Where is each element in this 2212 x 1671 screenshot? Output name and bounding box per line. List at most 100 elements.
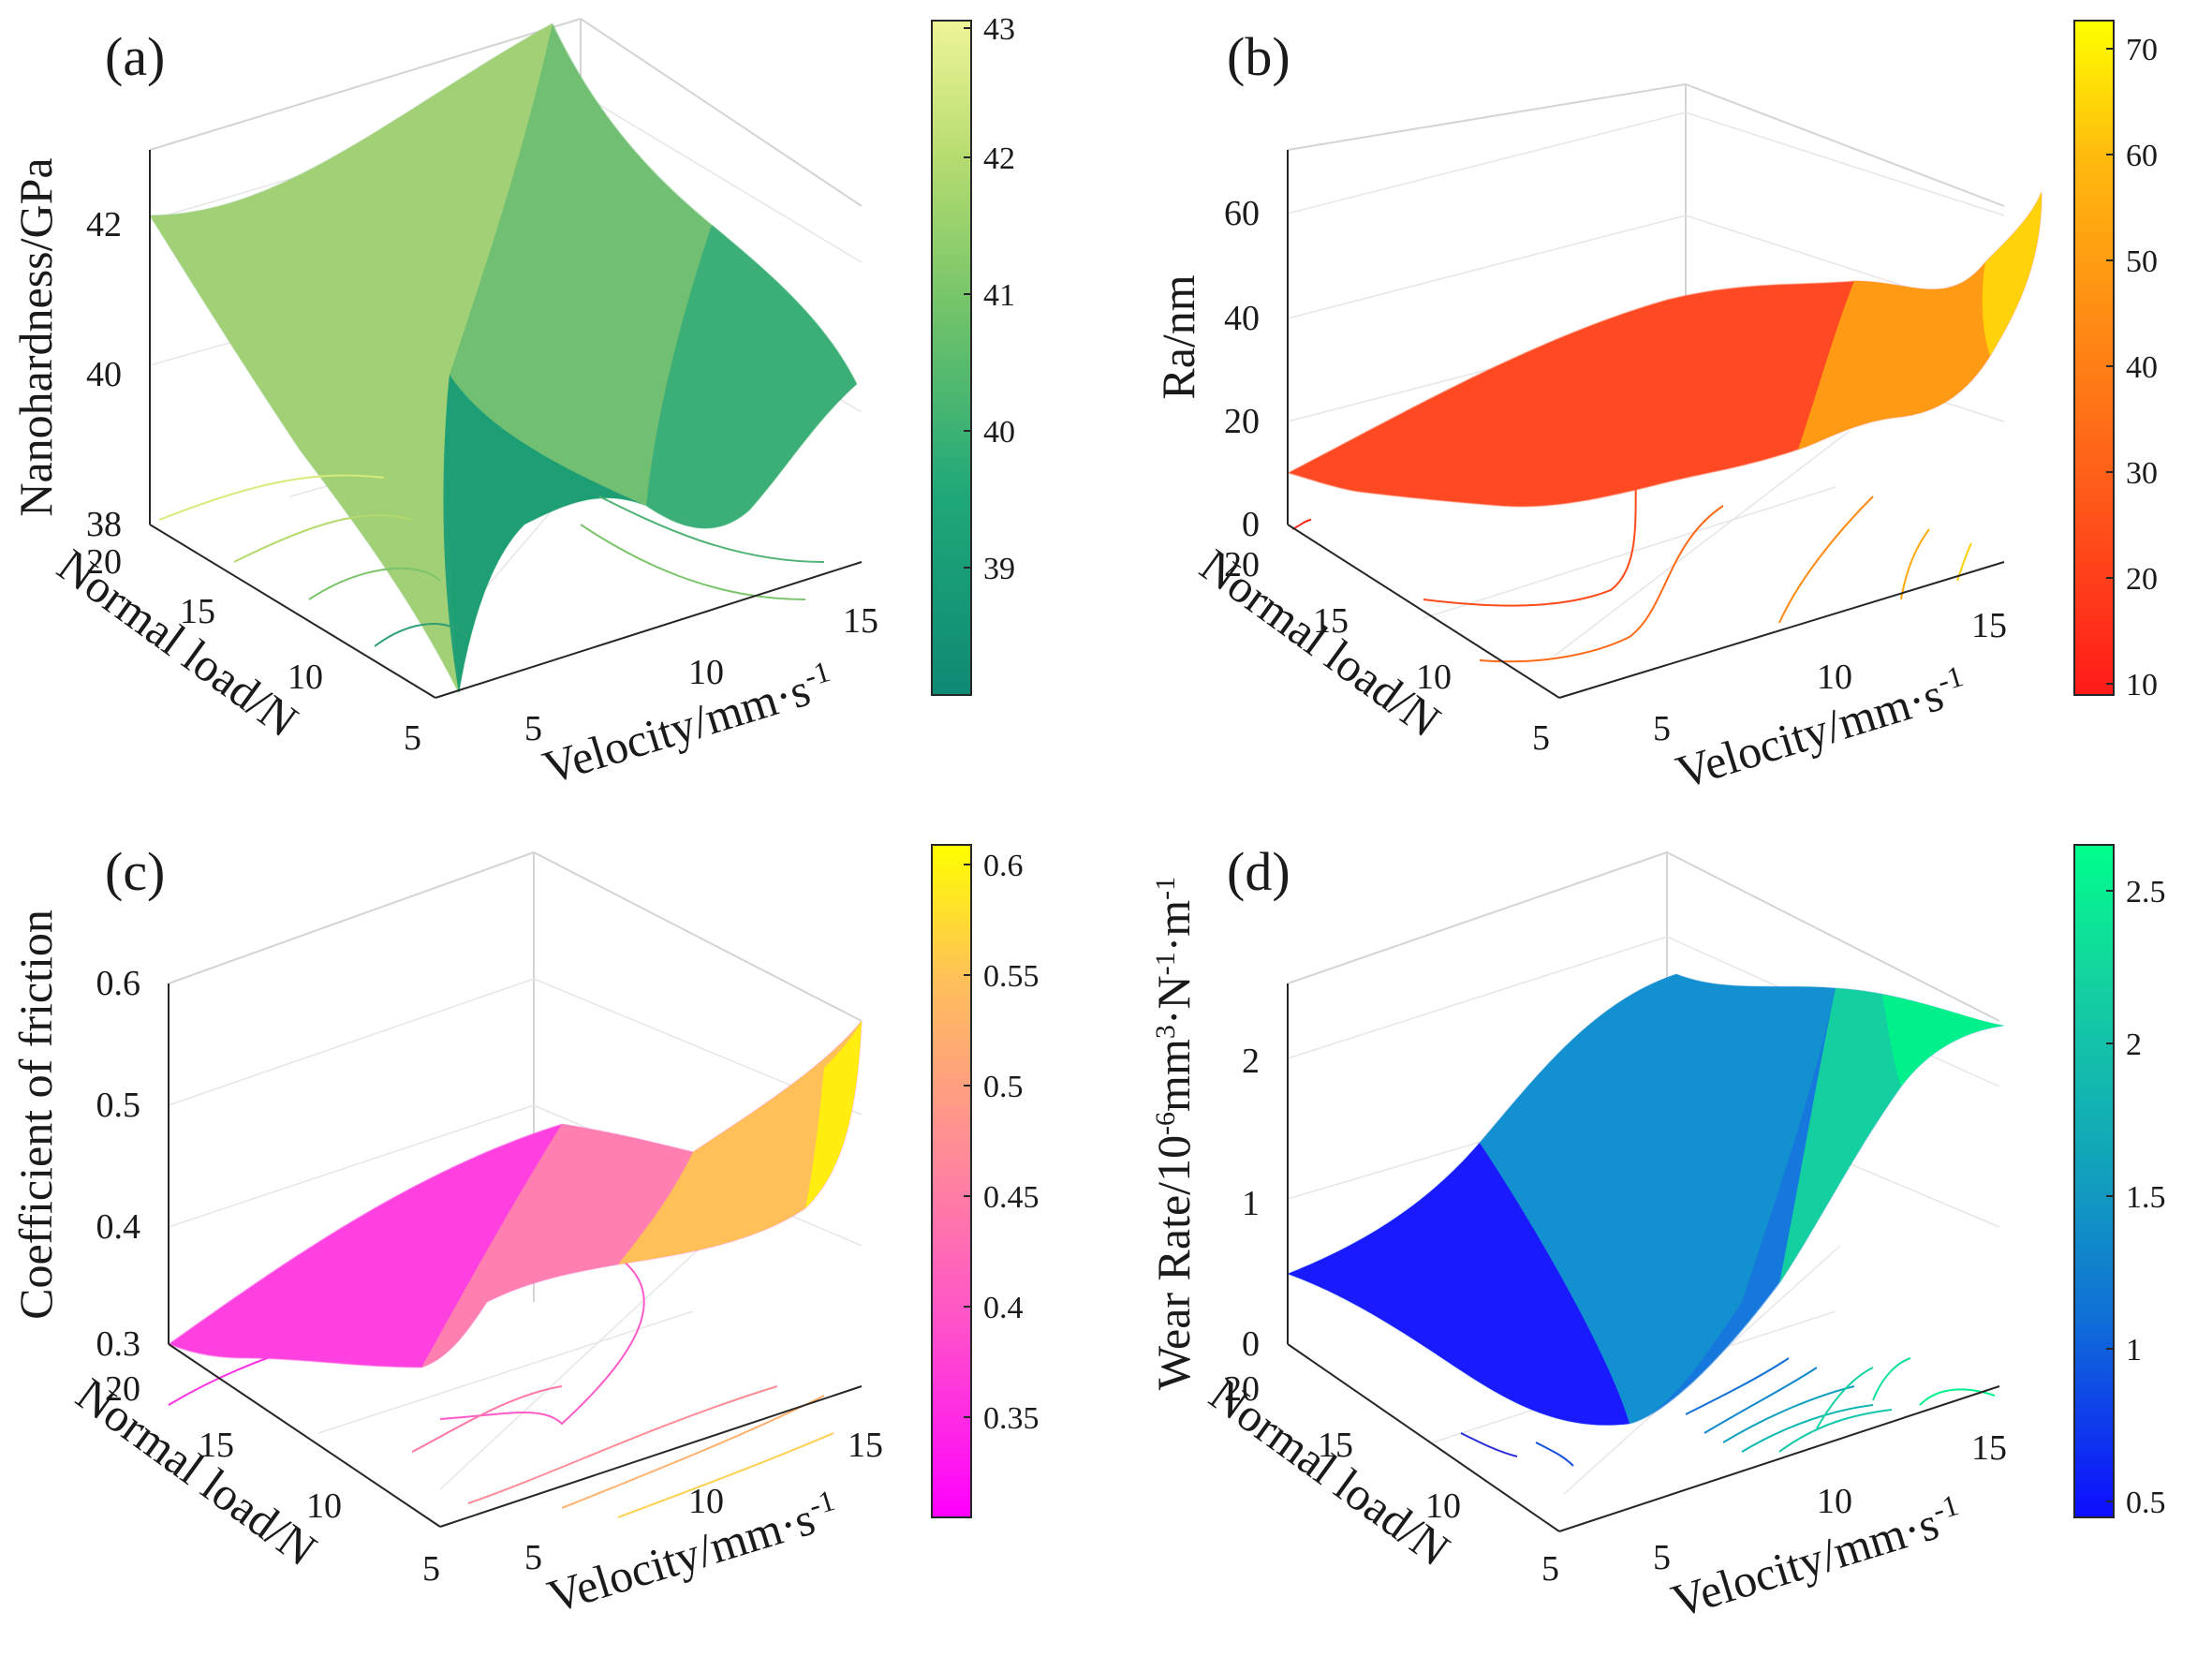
- panel-b-y-tick: 10: [1416, 658, 1452, 697]
- panel-b-z-tick: 20: [1224, 402, 1260, 441]
- panel-b: 0 20 40 60 20 15 10 5 5 10 15 Ra/nm Norm…: [1152, 20, 2158, 798]
- panel-c-x-tick: 10: [688, 1482, 724, 1521]
- panel-b-colorbar-ticks: [2106, 48, 2114, 685]
- panel-a-cb-tick: 41: [983, 278, 1015, 313]
- panel-b-axes: [1287, 150, 2005, 699]
- panel-c-z-tick: 0.5: [96, 1086, 141, 1125]
- panel-c-z-tick: 0.6: [96, 964, 141, 1003]
- panel-b-cb-tick: 30: [2126, 456, 2158, 491]
- panel-b-ylabel: Normal load/N: [1191, 539, 1451, 747]
- panel-b-z-ticks: 0 20 40 60: [1224, 194, 1260, 544]
- panel-b-colorbar: 10 20 30 40 50 60 70: [2073, 20, 2158, 702]
- panel-d: 0 1 2 20 15 10 5 5 10 15 Wear Rate/10-6m…: [1147, 841, 2166, 1627]
- panel-c-cb-tick: 0.4: [983, 1291, 1024, 1325]
- panel-b-z-tick: 60: [1224, 194, 1260, 233]
- panel-d-contours: [1460, 1357, 1996, 1467]
- panel-a-z-tick: 38: [86, 505, 122, 544]
- panel-d-zlabel: Wear Rate/10-6mm3·N-1·m-1: [1147, 877, 1200, 1390]
- panel-b-cb-tick: 70: [2126, 33, 2158, 67]
- panel-c-x-tick: 5: [524, 1538, 542, 1577]
- panel-d-surface-high: [1779, 988, 2004, 1283]
- panel-b-y-tick: 5: [1532, 718, 1550, 758]
- panel-c-ylabel: Normal load/N: [67, 1368, 327, 1575]
- panel-c-y-tick: 15: [199, 1426, 234, 1465]
- panel-d-z-tick: 2: [1242, 1042, 1260, 1081]
- panel-d-surface-peak: [1882, 995, 2004, 1087]
- panel-b-label: (b): [1227, 26, 1290, 87]
- panel-b-cb-tick: 60: [2126, 139, 2158, 173]
- panel-a-x-tick: 10: [688, 653, 724, 692]
- panel-d-surface-mid: [1480, 974, 1836, 1424]
- panel-c-x-ticks: 5 10 15: [524, 1426, 883, 1577]
- panel-a-y-tick: 20: [86, 542, 122, 582]
- panel-c-surface-mid: [421, 1124, 693, 1368]
- panel-c-y-tick: 10: [306, 1486, 342, 1526]
- panel-d-x-tick: 15: [1971, 1428, 2007, 1468]
- panel-d-z-ticks: 0 1 2: [1242, 1042, 1260, 1364]
- panel-a-z-ticks: 38 40 42: [86, 205, 122, 544]
- panel-c-z-tick: 0.4: [96, 1207, 141, 1247]
- panel-d-colorbar-ticks: [2106, 890, 2114, 1502]
- panel-a-surface-right: [646, 225, 857, 529]
- panel-c-cb-tick: 0.45: [983, 1180, 1040, 1215]
- panel-c-cb-tick: 0.6: [983, 849, 1024, 883]
- panel-c-surface-peak: [805, 1021, 862, 1208]
- panel-b-surface: [1288, 192, 2042, 507]
- panel-d-z-tick: 0: [1242, 1324, 1260, 1364]
- panel-d-y-tick: 5: [1541, 1549, 1559, 1589]
- panel-a-cb-tick: 39: [983, 552, 1015, 586]
- panel-c: 0.3 0.4 0.5 0.6 20 15 10 5 5 10 15 Coeff…: [9, 841, 1040, 1622]
- panel-c-cb-tick: 0.55: [983, 959, 1040, 994]
- panel-c-x-tick: 15: [848, 1426, 883, 1465]
- panel-c-surface-hot: [618, 1021, 862, 1264]
- panel-a-x-tick: 5: [524, 709, 542, 748]
- panel-b-cb-tick: 50: [2126, 244, 2158, 279]
- panel-b-x-tick: 5: [1653, 709, 1671, 748]
- panel-a-cb-tick: 43: [983, 12, 1015, 47]
- panel-a-x-tick: 15: [843, 601, 878, 641]
- panel-b-y-tick: 20: [1224, 545, 1260, 584]
- panel-a-contours: [158, 474, 825, 647]
- panel-a-colorbar-ticks: [964, 27, 971, 569]
- panel-c-surface: [169, 1021, 862, 1368]
- panel-b-z-tick: 40: [1224, 299, 1260, 338]
- panel-a-z-tick: 42: [86, 205, 122, 244]
- panel-b-contours: [1291, 439, 1972, 663]
- panel-b-z-tick: 0: [1242, 505, 1260, 544]
- panel-c-z-tick: 0.3: [96, 1324, 141, 1364]
- panel-c-z-ticks: 0.3 0.4 0.5 0.6: [96, 964, 141, 1364]
- panel-b-zlabel: Ra/nm: [1152, 274, 1204, 399]
- panel-b-cb-tick: 40: [2126, 350, 2158, 385]
- panel-b-y-ticks: 20 15 10 5: [1224, 545, 1550, 758]
- panel-a-z-tick: 40: [86, 355, 122, 394]
- panel-b-surface-hot: [1982, 192, 2042, 356]
- panel-d-cb-tick: 0.5: [2126, 1486, 2166, 1520]
- panel-d-cb-tick: 1: [2126, 1333, 2142, 1368]
- panel-d-z-tick: 1: [1242, 1184, 1260, 1223]
- panel-c-colorbar: 0.35 0.4 0.45 0.5 0.55 0.6: [931, 844, 1040, 1518]
- panel-b-x-tick: 10: [1817, 658, 1852, 697]
- panel-d-ylabel: Normal load/N: [1201, 1368, 1460, 1575]
- panel-d-x-tick: 10: [1817, 1482, 1852, 1521]
- panel-a-surface-shade: [150, 23, 553, 693]
- panel-c-y-tick: 5: [422, 1549, 440, 1589]
- panel-c-y-ticks: 20 15 10 5: [105, 1369, 440, 1589]
- panel-a-cb-tick: 42: [983, 141, 1015, 176]
- panel-a-y-ticks: 20 15 10 5: [86, 542, 421, 758]
- panel-d-y-tick: 10: [1425, 1486, 1461, 1526]
- panel-c-colorbar-ticks: [964, 864, 971, 1418]
- panel-d-y-tick: 15: [1318, 1426, 1353, 1465]
- panel-a-axes: [149, 150, 863, 699]
- panel-d-cb-tick: 2.5: [2126, 875, 2166, 909]
- panel-a-surface-low: [443, 375, 646, 693]
- panel-c-zlabel: Coefficient of friction: [9, 909, 62, 1320]
- panel-c-cb-tick: 0.5: [983, 1070, 1024, 1104]
- panel-a-y-tick: 10: [288, 658, 323, 697]
- panel-a-colorbar: 39 40 41 42 43: [931, 12, 1015, 696]
- panel-a-zlabel: Nanohardness/GPa: [9, 157, 62, 516]
- panel-d-x-ticks: 5 10 15: [1653, 1428, 2007, 1577]
- panel-c-label: (c): [105, 841, 165, 902]
- panel-b-cb-tick: 10: [2126, 668, 2158, 702]
- panel-b-x-tick: 15: [1971, 606, 2007, 645]
